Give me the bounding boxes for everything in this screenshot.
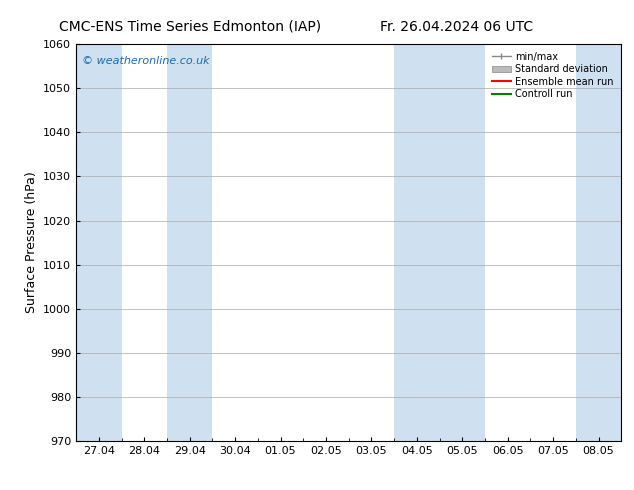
Bar <box>76 44 122 441</box>
Legend: min/max, Standard deviation, Ensemble mean run, Controll run: min/max, Standard deviation, Ensemble me… <box>489 49 616 102</box>
Bar <box>394 44 485 441</box>
Bar <box>167 44 212 441</box>
Bar <box>576 44 621 441</box>
Text: CMC-ENS Time Series Edmonton (IAP): CMC-ENS Time Series Edmonton (IAP) <box>59 20 321 34</box>
Y-axis label: Surface Pressure (hPa): Surface Pressure (hPa) <box>25 172 37 314</box>
Text: Fr. 26.04.2024 06 UTC: Fr. 26.04.2024 06 UTC <box>380 20 533 34</box>
Text: © weatheronline.co.uk: © weatheronline.co.uk <box>82 56 209 66</box>
